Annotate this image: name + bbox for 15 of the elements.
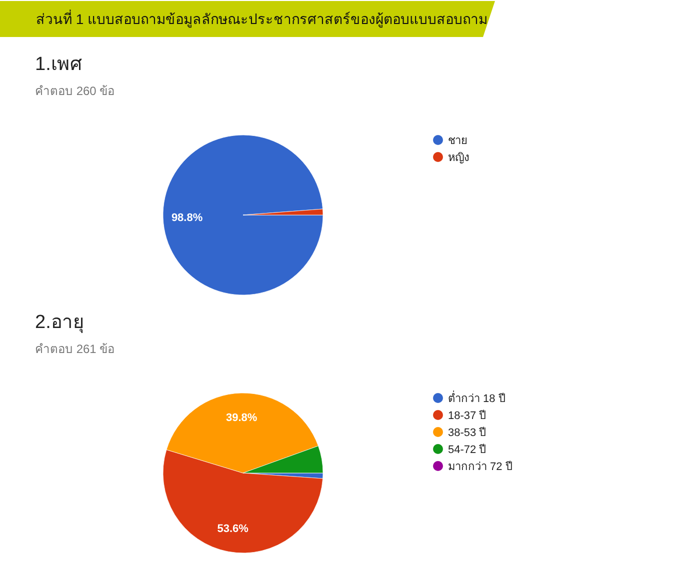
legend-label: 54-72 ปี — [448, 443, 486, 456]
legend-label: ต่ำกว่า 18 ปี — [448, 390, 506, 405]
legend-label: ชาย — [448, 135, 467, 147]
legend-label: หญิง — [448, 152, 469, 164]
data-label: 39.8% — [226, 412, 258, 424]
chart-subtitle: คำตอบ 261 ข้อ — [35, 342, 115, 356]
data-label: 53.6% — [217, 523, 249, 536]
data-label: 98.8% — [171, 212, 203, 224]
legend-label: มากกว่า 72 ปี — [448, 460, 512, 473]
legend-label: 38-53 ปี — [448, 426, 486, 439]
chart-subtitle: คำตอบ 260 ข้อ — [35, 84, 115, 98]
legend-label: 18-37 ปี — [448, 409, 486, 422]
text: ส่วนที่ 1 แบบสอบถามข้อมูลลักษณะประชากรศาสตร์ของผู้ตอบแบบสอบถาม — [36, 10, 488, 28]
chart-title: 2.อายุ — [35, 312, 84, 334]
chart-title: 1.เพศ — [35, 54, 82, 75]
